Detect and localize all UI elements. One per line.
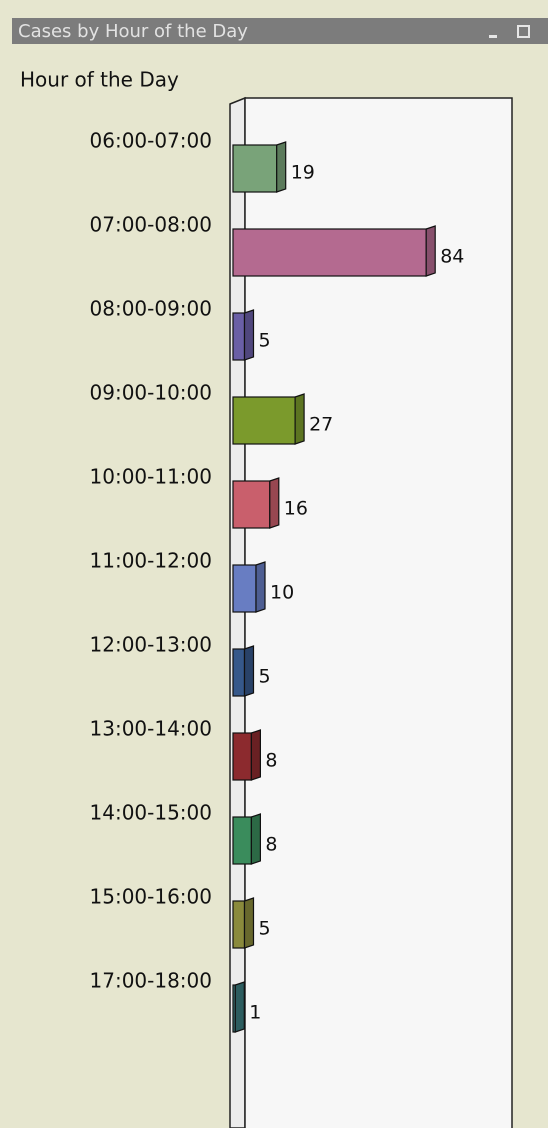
bar-side xyxy=(243,645,255,697)
value-label: 27 xyxy=(309,414,333,436)
bar-side xyxy=(250,729,261,781)
value-label: 5 xyxy=(259,666,271,688)
bar-front xyxy=(232,396,296,445)
value-label: 5 xyxy=(259,918,271,940)
y-tick-label: 15:00-16:00 xyxy=(90,885,213,909)
value-label: 19 xyxy=(291,162,315,184)
bar xyxy=(232,813,261,865)
bar xyxy=(232,981,245,1033)
bar-side xyxy=(425,225,436,277)
y-tick-label: 17:00-18:00 xyxy=(90,969,213,993)
y-tick-label: 12:00-13:00 xyxy=(90,633,213,657)
y-tick-label: 06:00-07:00 xyxy=(90,129,213,153)
bar-side xyxy=(250,813,261,865)
value-label: 8 xyxy=(265,834,277,856)
y-tick-label: 07:00-08:00 xyxy=(90,213,213,237)
bar xyxy=(232,729,261,781)
bar-side xyxy=(243,897,255,949)
bar-side xyxy=(269,477,280,529)
bar xyxy=(232,309,255,361)
axis-label: Hour of the Day xyxy=(20,68,179,92)
value-label: 5 xyxy=(259,330,271,352)
bar-side xyxy=(276,141,287,193)
bar xyxy=(232,561,266,613)
y-tick-label: 11:00-12:00 xyxy=(90,549,213,573)
bar-front xyxy=(232,900,246,949)
bar xyxy=(232,645,255,697)
bar xyxy=(232,225,436,277)
maximize-icon[interactable] xyxy=(517,25,530,38)
value-label: 1 xyxy=(249,1002,261,1024)
bar-front xyxy=(232,648,246,697)
bar xyxy=(232,897,255,949)
bar-side xyxy=(243,309,255,361)
value-label: 8 xyxy=(265,750,277,772)
bar-front xyxy=(232,228,427,277)
minimize-icon[interactable] xyxy=(489,35,497,38)
chart-title: Cases by Hour of the Day xyxy=(18,21,248,42)
y-tick-label: 13:00-14:00 xyxy=(90,717,213,741)
y-tick-label: 08:00-09:00 xyxy=(90,297,213,321)
bar-front xyxy=(232,564,257,613)
bar xyxy=(232,141,287,193)
bar-side xyxy=(294,393,305,445)
bar-front xyxy=(232,816,252,865)
bar xyxy=(232,477,280,529)
bar-front xyxy=(232,480,271,529)
value-label: 16 xyxy=(284,498,308,520)
bar-front xyxy=(232,144,278,193)
title-bar xyxy=(12,18,548,44)
bar-front xyxy=(232,732,252,781)
bar xyxy=(232,393,305,445)
bar-side xyxy=(255,561,266,613)
value-label: 84 xyxy=(440,246,464,268)
y-tick-label: 14:00-15:00 xyxy=(90,801,213,825)
y-tick-label: 10:00-11:00 xyxy=(90,465,213,489)
y-tick-label: 09:00-10:00 xyxy=(90,381,213,405)
bar-front xyxy=(232,312,246,361)
bar-side xyxy=(234,981,245,1033)
value-label: 10 xyxy=(270,582,294,604)
